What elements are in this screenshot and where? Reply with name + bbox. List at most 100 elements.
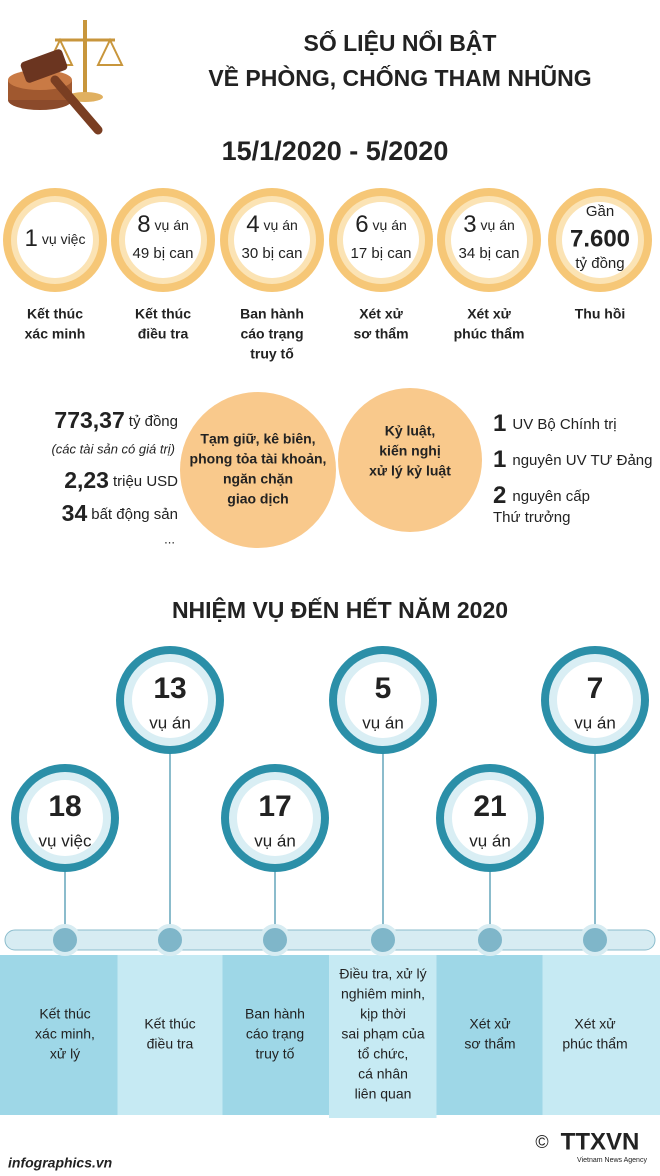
- task-disc: [345, 662, 421, 738]
- title: VỀ PHÒNG, CHỐNG THAM NHŨNG: [208, 64, 591, 91]
- footer-site: infographics.vn: [8, 1155, 112, 1171]
- task-label: Ban hành: [245, 1006, 305, 1022]
- asset-unit: tỷ đồng: [129, 413, 178, 430]
- section-title: NHIỆM VỤ ĐẾN HẾT NĂM 2020: [172, 596, 508, 623]
- discipline-text: nguyên cấp: [512, 488, 590, 505]
- task-label: Xét xử: [469, 1016, 510, 1032]
- task-label: Kết thúc: [144, 1016, 195, 1032]
- task-disc: [132, 662, 208, 738]
- timeline-dot: [154, 924, 186, 956]
- task-disc: [237, 780, 313, 856]
- task-unit: vụ án: [149, 713, 191, 732]
- timeline-dot: [474, 924, 506, 956]
- stat-number: 4: [246, 211, 259, 238]
- stat-line: 1 vụ việc: [25, 225, 86, 252]
- stat-label: phúc thẩm: [454, 326, 525, 342]
- task-number: 21: [473, 790, 506, 823]
- task-label: truy tố: [256, 1046, 295, 1062]
- footer-copyright: ©: [535, 1132, 548, 1152]
- timeline-dot: [259, 924, 291, 956]
- timeline-dot: [579, 924, 611, 956]
- stat-disc: [562, 202, 638, 278]
- discipline-value: 1: [493, 410, 506, 437]
- stat-prefix: Gần: [586, 203, 614, 220]
- task-box: [329, 955, 437, 1118]
- gavel-icon: [8, 20, 124, 135]
- asset-unit: triệu USD: [113, 473, 178, 490]
- stat-sub: 30 bị can: [242, 245, 303, 262]
- task-number: 13: [153, 672, 186, 705]
- task-number: 17: [258, 790, 291, 823]
- task-box: [0, 955, 118, 1115]
- task-box: [436, 955, 543, 1115]
- stat-unit: tỷ đồng: [575, 255, 624, 272]
- task-disc: [27, 780, 103, 856]
- measure-text: phong tỏa tài khoản,: [190, 451, 327, 467]
- asset-unit: bất động sản: [91, 506, 178, 523]
- task-label: phúc thẩm: [562, 1036, 627, 1052]
- task-label: kịp thời: [360, 1006, 406, 1022]
- task-label: sơ thẩm: [464, 1036, 515, 1052]
- period: 15/1/2020 - 5/2020: [222, 136, 449, 166]
- stat-unit: vụ án: [481, 217, 515, 233]
- stat-sub: 17 bị can: [351, 245, 412, 262]
- stat-line: 6 vụ án: [355, 211, 407, 238]
- asset-line: 2,23 triệu USD: [64, 467, 178, 493]
- discipline-line: 1 nguyên UV TƯ Đảng: [493, 446, 652, 473]
- stat-label: sơ thẩm: [353, 326, 408, 342]
- task-label: Kết thúc: [39, 1006, 90, 1022]
- task-label: điều tra: [147, 1036, 194, 1052]
- stat-label: cáo trạng: [240, 326, 303, 342]
- task-label: cá nhân: [358, 1066, 408, 1082]
- stat-number: 1: [25, 225, 38, 252]
- stat-number: 6: [355, 211, 368, 238]
- asset-line: 773,37 tỷ đồng: [54, 407, 178, 433]
- task-number: 7: [587, 672, 604, 705]
- asset-note: (các tài sản có giá trị): [51, 441, 175, 456]
- task-box: [117, 955, 223, 1115]
- title: SỐ LIỆU NỔI BẬT: [304, 29, 497, 56]
- discipline-text: UV Bộ Chính trị: [512, 416, 616, 433]
- measure-text: ngăn chặn: [223, 471, 293, 487]
- measure-circle: [180, 392, 336, 548]
- stat-line: 8 vụ án: [137, 211, 189, 238]
- stat-label: Kết thúc: [27, 306, 83, 322]
- stat-unit: vụ án: [373, 217, 407, 233]
- task-unit: vụ án: [362, 713, 404, 732]
- discipline-text: nguyên UV TƯ Đảng: [512, 452, 652, 469]
- asset-value: 34: [62, 500, 88, 526]
- task-unit: vụ án: [254, 831, 296, 850]
- stat-unit: vụ việc: [42, 231, 86, 247]
- task-disc: [557, 662, 633, 738]
- task-label: tổ chức,: [358, 1046, 409, 1062]
- stat-disc: [125, 202, 201, 278]
- task-number: 18: [48, 790, 81, 823]
- measure-circle: [338, 388, 482, 532]
- task-unit: vụ việc: [39, 831, 92, 850]
- asset-more: ...: [164, 531, 175, 546]
- stat-sub: 49 bị can: [133, 245, 194, 262]
- task-label: cáo trạng: [246, 1026, 304, 1042]
- stat-line: 3 vụ án: [463, 211, 515, 238]
- stat-label: điều tra: [138, 326, 189, 342]
- task-label: liên quan: [355, 1086, 412, 1102]
- stat-number: 3: [463, 211, 476, 238]
- stat-line: 4 vụ án: [246, 211, 298, 238]
- stat-sub: 34 bị can: [459, 245, 520, 262]
- task-box: [222, 955, 329, 1115]
- stat-disc: [343, 202, 419, 278]
- stat-label: Ban hành: [240, 306, 304, 322]
- stat-number: 7.600: [570, 225, 630, 252]
- asset-value: 773,37: [54, 407, 124, 433]
- timeline-dot: [367, 924, 399, 956]
- measure-text: Tạm giữ, kê biên,: [200, 431, 315, 447]
- stat-label: Xét xử: [359, 306, 403, 322]
- measure-text: Kỷ luật,: [385, 423, 436, 439]
- stat-label: Xét xử: [467, 306, 511, 322]
- timeline: [4, 929, 656, 951]
- discipline-value: 1: [493, 446, 506, 473]
- task-unit: vụ án: [574, 713, 616, 732]
- stat-disc: [17, 202, 93, 278]
